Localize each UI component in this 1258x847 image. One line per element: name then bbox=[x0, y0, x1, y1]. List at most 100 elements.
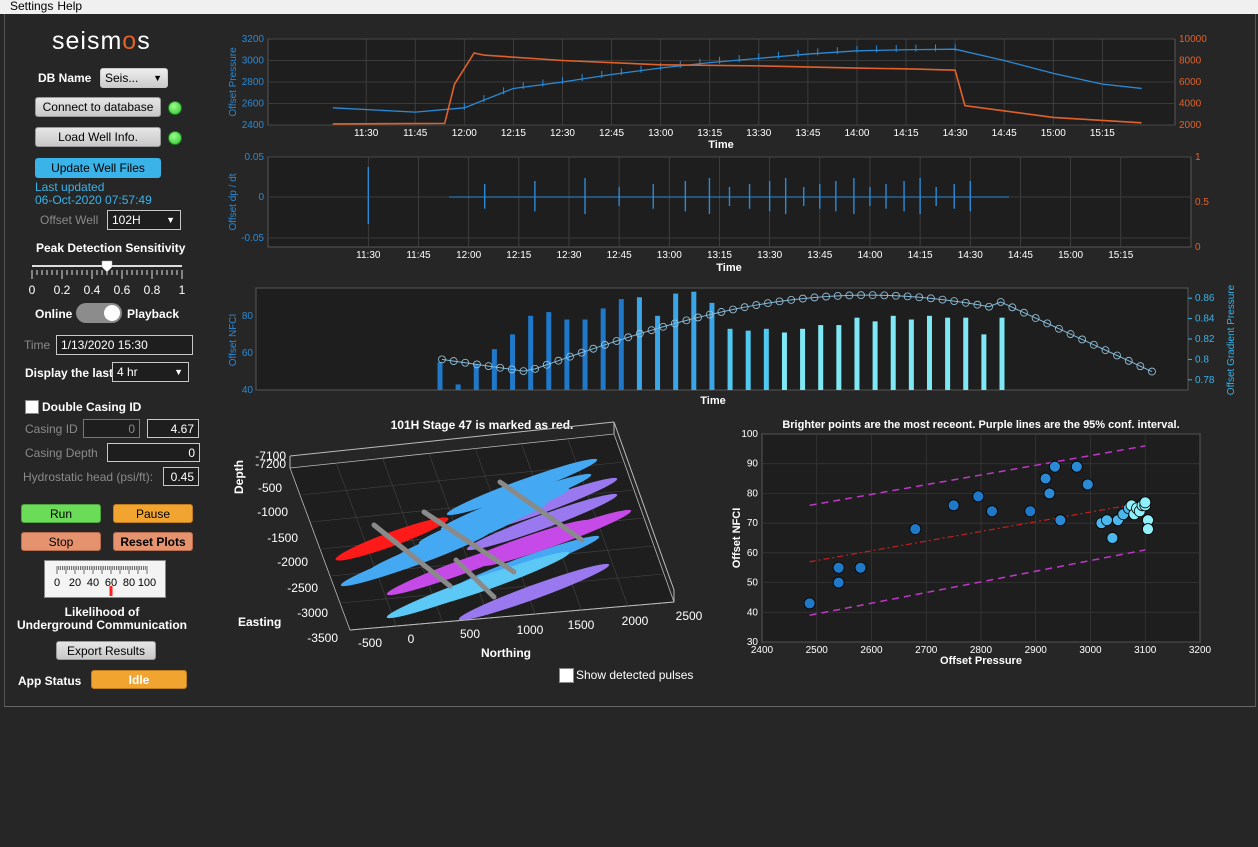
x-tick-label: 14:45 bbox=[992, 128, 1017, 139]
slider-tick-label: 0.2 bbox=[54, 283, 71, 297]
scatter-point bbox=[1081, 478, 1094, 491]
x-tick-label: 14:00 bbox=[857, 250, 882, 261]
hydrostatic-input[interactable]: 0.45 bbox=[163, 467, 199, 486]
x-tick-label: 3100 bbox=[1134, 645, 1157, 656]
scatter-point bbox=[947, 499, 960, 512]
show-pulses-checkbox[interactable] bbox=[559, 668, 574, 683]
offset-well-dropdown[interactable]: 102H ▼ bbox=[107, 210, 181, 230]
pause-button[interactable]: Pause bbox=[113, 504, 193, 523]
x-tick-label: 12:15 bbox=[501, 128, 526, 139]
dpdt-spikes bbox=[367, 167, 971, 224]
update-well-files-button[interactable]: Update Well Files bbox=[35, 158, 161, 178]
time-input[interactable]: 1/13/2020 15:30 bbox=[56, 335, 193, 355]
scatter-point bbox=[1106, 532, 1119, 544]
gradient-marker bbox=[833, 291, 842, 300]
display-last-dropdown[interactable]: 4 hr ▼ bbox=[112, 362, 189, 382]
gradient-marker bbox=[566, 352, 574, 361]
y-tick-label: 90 bbox=[747, 459, 759, 470]
slider-ticks bbox=[31, 270, 183, 279]
menu-help[interactable]: Help bbox=[57, 0, 83, 13]
nfci-bar bbox=[636, 297, 642, 390]
export-results-button[interactable]: Export Results bbox=[56, 641, 156, 660]
easting-tick-label: -1500 bbox=[267, 531, 298, 545]
nfci-chart[interactable]: 40 60 80 0.78 0.8 0.82 0.84 0.86 Offset NFCI Of… bbox=[224, 284, 1244, 410]
scatter-y-label: Offset NFCI bbox=[731, 508, 743, 569]
gradient-marker bbox=[985, 302, 993, 311]
scatter-point bbox=[1101, 514, 1113, 527]
gradient-marker bbox=[601, 340, 609, 349]
pressure-chart[interactable]: 11:30 11:45 12:00 12:15 12:30 12:45 13:00 13:15… bbox=[224, 34, 1244, 152]
x-tick-label: 13:30 bbox=[746, 128, 771, 139]
y2-tick-label: 0.82 bbox=[1195, 334, 1215, 345]
gradient-marker bbox=[682, 316, 691, 325]
dpdt-chart[interactable]: 11:30 11:45 12:00 12:15 12:30 12:45 13:00 13:15… bbox=[224, 152, 1244, 276]
gradient-marker bbox=[810, 293, 819, 302]
gradient-marker bbox=[822, 292, 830, 301]
gauge-tick-label: 100 bbox=[138, 577, 156, 589]
y-tick-label: 3000 bbox=[242, 56, 265, 67]
easting-tick-label: -500 bbox=[258, 481, 282, 495]
y2-tick-label: 8000 bbox=[1179, 56, 1202, 67]
run-button[interactable]: Run bbox=[21, 504, 101, 523]
y-tick-label: 2600 bbox=[242, 99, 265, 110]
casing-id-label: Casing ID bbox=[25, 422, 78, 436]
slider-thumb[interactable] bbox=[101, 260, 113, 273]
online-playback-toggle[interactable] bbox=[76, 303, 122, 323]
axis-edge bbox=[349, 601, 675, 631]
scatter-x-label: Offset Pressure bbox=[940, 655, 1022, 667]
gradient-pressure-line bbox=[441, 294, 1153, 372]
connect-database-button[interactable]: Connect to database bbox=[35, 97, 161, 117]
gradient-marker bbox=[1020, 308, 1028, 317]
db-name-dropdown[interactable]: Seis... ▼ bbox=[100, 68, 168, 88]
gradient-marker bbox=[624, 333, 633, 342]
y-tick-label: 30 bbox=[747, 637, 759, 648]
gradient-marker bbox=[449, 357, 458, 365]
gradient-marker bbox=[880, 291, 889, 300]
offset-well-value: 102H bbox=[112, 213, 141, 227]
scatter-point bbox=[1054, 514, 1067, 527]
sensitivity-slider[interactable]: 0 0.2 0.4 0.6 0.8 1 bbox=[26, 257, 192, 299]
x-tick-label: 2900 bbox=[1025, 645, 1048, 656]
double-casing-checkbox[interactable] bbox=[25, 400, 39, 414]
show-pulses-label: Show detected pulses bbox=[576, 668, 694, 682]
stop-button[interactable]: Stop bbox=[21, 532, 101, 551]
y2-tick-label: 0.86 bbox=[1195, 293, 1215, 304]
y-tick-label: 80 bbox=[747, 488, 759, 499]
easting-tick-label: -2500 bbox=[287, 581, 318, 595]
gradient-marker bbox=[717, 308, 726, 316]
gradient-marker bbox=[635, 329, 644, 338]
gradient-marker bbox=[461, 358, 470, 367]
casing-id-inner-input[interactable]: 0 bbox=[83, 419, 140, 438]
connect-status-led bbox=[168, 101, 182, 115]
nfci-pressure-scatter[interactable]: Brighter points are the most receont. Pu… bbox=[726, 414, 1250, 670]
ci-upper-line bbox=[809, 445, 1146, 507]
reset-plots-button[interactable]: Reset Plots bbox=[113, 532, 193, 551]
gradient-marker bbox=[659, 322, 668, 331]
easting-tick-label: -7100 bbox=[255, 449, 286, 463]
pressure-grid bbox=[268, 38, 1175, 126]
nfci-bar bbox=[491, 349, 497, 390]
wells-3d-chart[interactable]: 101H Stage 47 is marked as red. -500 0 500… bbox=[224, 412, 724, 666]
y2-tick-label: 10000 bbox=[1179, 34, 1207, 45]
menu-settings[interactable]: Settings bbox=[10, 0, 54, 13]
y2-tick-label: 0.5 bbox=[1195, 197, 1209, 208]
y2-tick-label: 4000 bbox=[1179, 99, 1202, 110]
gauge-tick-label: 40 bbox=[87, 577, 99, 589]
gradient-y2-label: Offset Gradient Pressure bbox=[1226, 284, 1237, 395]
x-tick-label: 11:45 bbox=[406, 250, 431, 261]
x-tick-label: 11:45 bbox=[403, 128, 428, 139]
y-tick-label: 50 bbox=[747, 578, 759, 589]
display-last-label: Display the last bbox=[25, 366, 114, 380]
y2-tick-label: 0.8 bbox=[1195, 354, 1209, 365]
toggle-knob bbox=[104, 305, 120, 321]
last-updated-value: 06-Oct-2020 07:57:49 bbox=[35, 193, 152, 207]
pressure-series-left bbox=[332, 48, 1142, 113]
load-well-info-button[interactable]: Load Well Info. bbox=[35, 127, 161, 147]
x-tick-label: 11:30 bbox=[354, 128, 379, 139]
gauge-label-line2: Underground Communication bbox=[17, 618, 187, 632]
casing-depth-input[interactable]: 0 bbox=[107, 443, 200, 462]
nfci-bar bbox=[709, 302, 715, 390]
casing-id-outer-input[interactable]: 4.67 bbox=[147, 419, 199, 438]
y2-tick-label: 0 bbox=[1195, 242, 1201, 253]
pressure-y-label: Offset Pressure bbox=[228, 47, 239, 117]
